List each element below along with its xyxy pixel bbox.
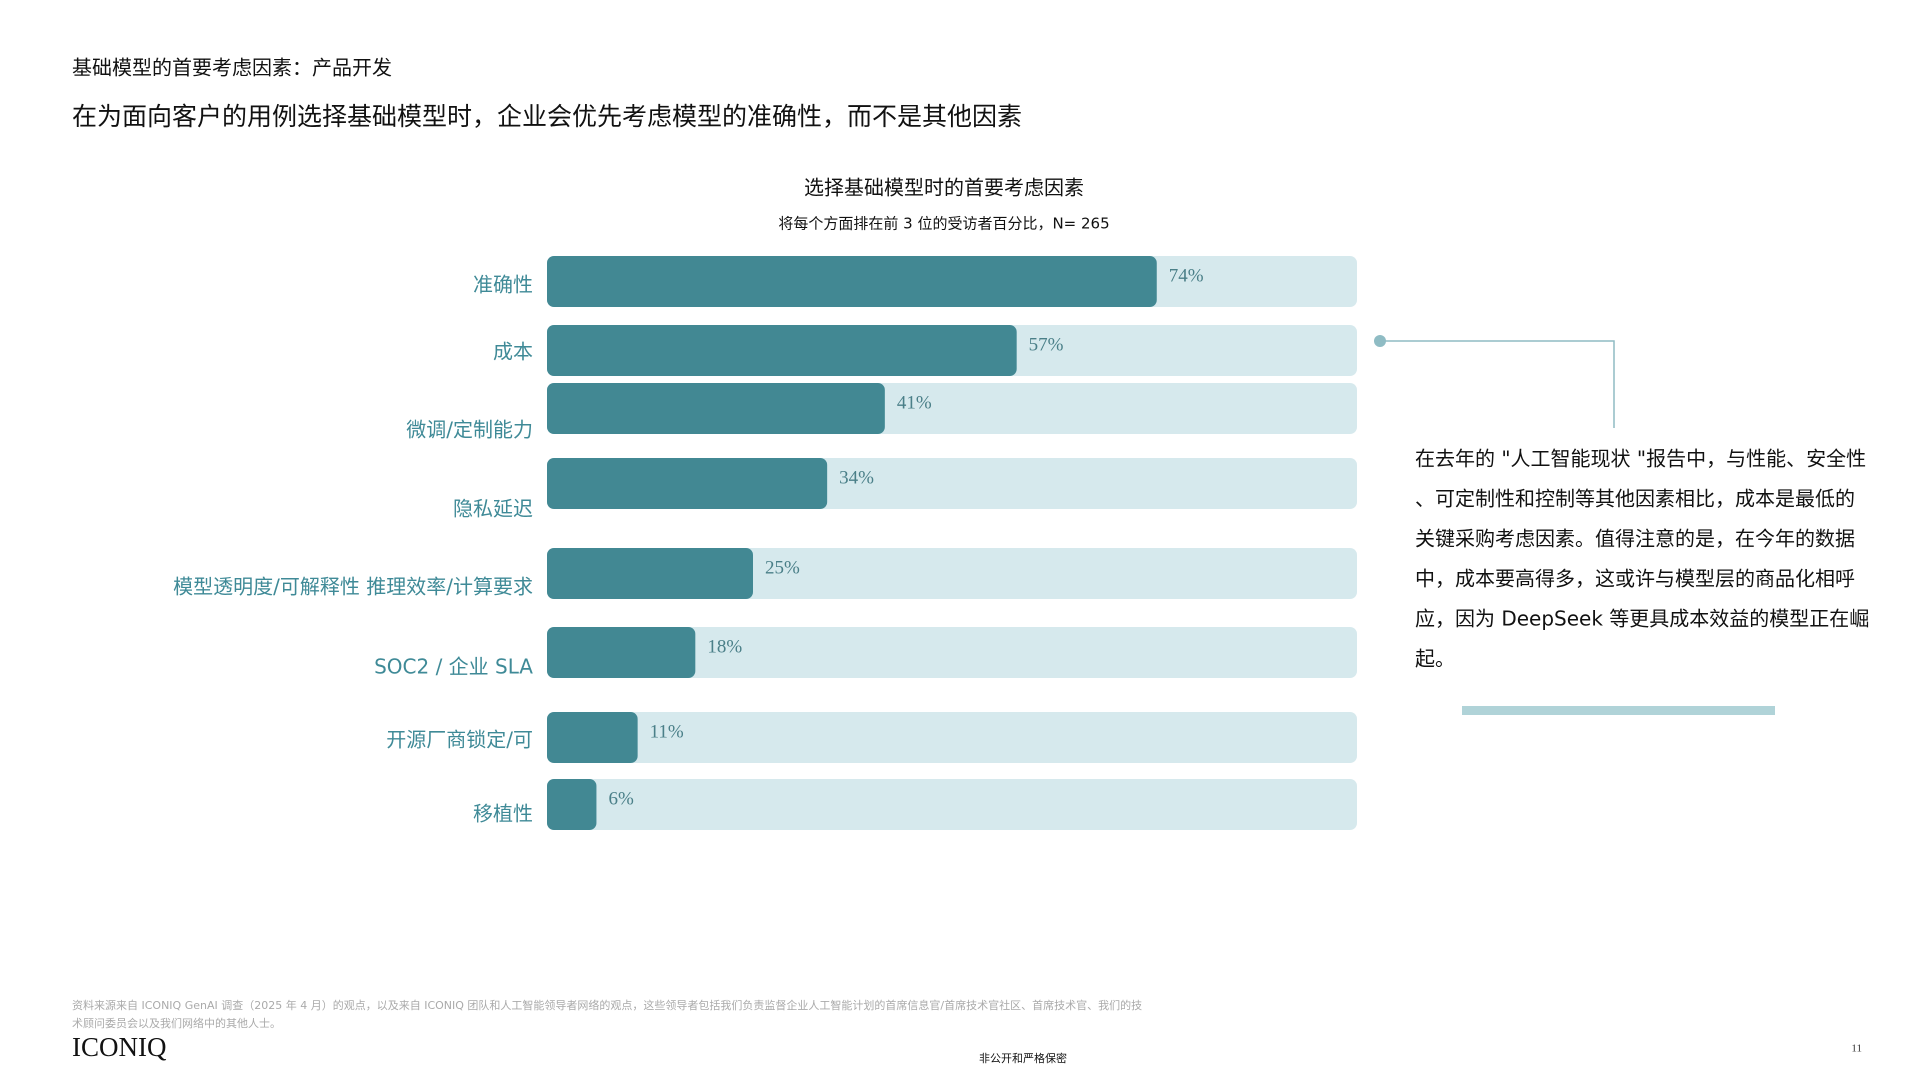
note-line: 应，因为 DeepSeek 等更具成本效益的模型正在崛 [1415,607,1869,631]
note-line: 关键采购考虑因素。值得注意的是，在今年的数据 [1415,527,1855,551]
bar-track [547,712,1357,763]
value-label: 25% [765,557,800,578]
value-label: 11% [650,721,684,742]
confidential: 非公开和严格保密 [979,1051,1067,1065]
source-note: 术顾问委员会以及我们网络中的其他人士。 [72,1016,281,1030]
value-label: 41% [897,392,932,413]
connector-line [1380,340,1615,428]
headline: 在为面向客户的用例选择基础模型时，企业会优先考虑模型的准确性，而不是其他因素 [72,102,1022,131]
category-label: 准确性 [473,273,533,297]
value-label: 6% [608,788,634,809]
value-label: 34% [839,467,874,488]
bar [547,627,696,678]
category-label: 开源厂商锁定/可 [386,728,533,752]
bar [547,712,638,763]
chart-subtitle: 将每个方面排在前 3 位的受访者百分比，N= 265 [778,215,1109,233]
bar [547,325,1017,376]
category-label: SOC2 / 企业 SLA [374,655,533,679]
bar-track [547,779,1357,830]
note-line: 、可定制性和控制等其他因素相比，成本是最低的 [1415,487,1855,511]
section-title: 基础模型的首要考虑因素：产品开发 [72,56,392,80]
category-label: 模型透明度/可解释性 推理效率/计算要求 [173,575,533,599]
logo: ICONIQ [72,1032,167,1062]
note-line: 在去年的 "人工智能现状 "报告中，与性能、安全性 [1415,447,1866,471]
page-number: 11 [1851,1043,1862,1055]
bar [547,383,885,434]
note-line: 起。 [1415,647,1455,671]
category-label: 微调/定制能力 [406,418,533,442]
chart-title: 选择基础模型时的首要考虑因素 [804,176,1084,200]
category-label: 成本 [493,340,533,364]
bar [547,779,597,830]
value-label: 18% [707,636,742,657]
note-line: 中，成本要高得多，这或许与模型层的商品化相呼 [1415,567,1855,591]
bar-track [547,627,1357,678]
category-label: 隐私延迟 [453,497,533,521]
value-label: 74% [1169,265,1204,286]
value-label: 57% [1029,334,1064,355]
category-label: 移植性 [473,802,533,826]
bar [547,256,1157,307]
note-accent [1462,706,1775,715]
bar [547,458,828,509]
source-note: 资料来源来自 ICONIQ GenAI 调查（2025 年 4 月）的观点，以及… [72,998,1142,1012]
bar [547,548,753,599]
